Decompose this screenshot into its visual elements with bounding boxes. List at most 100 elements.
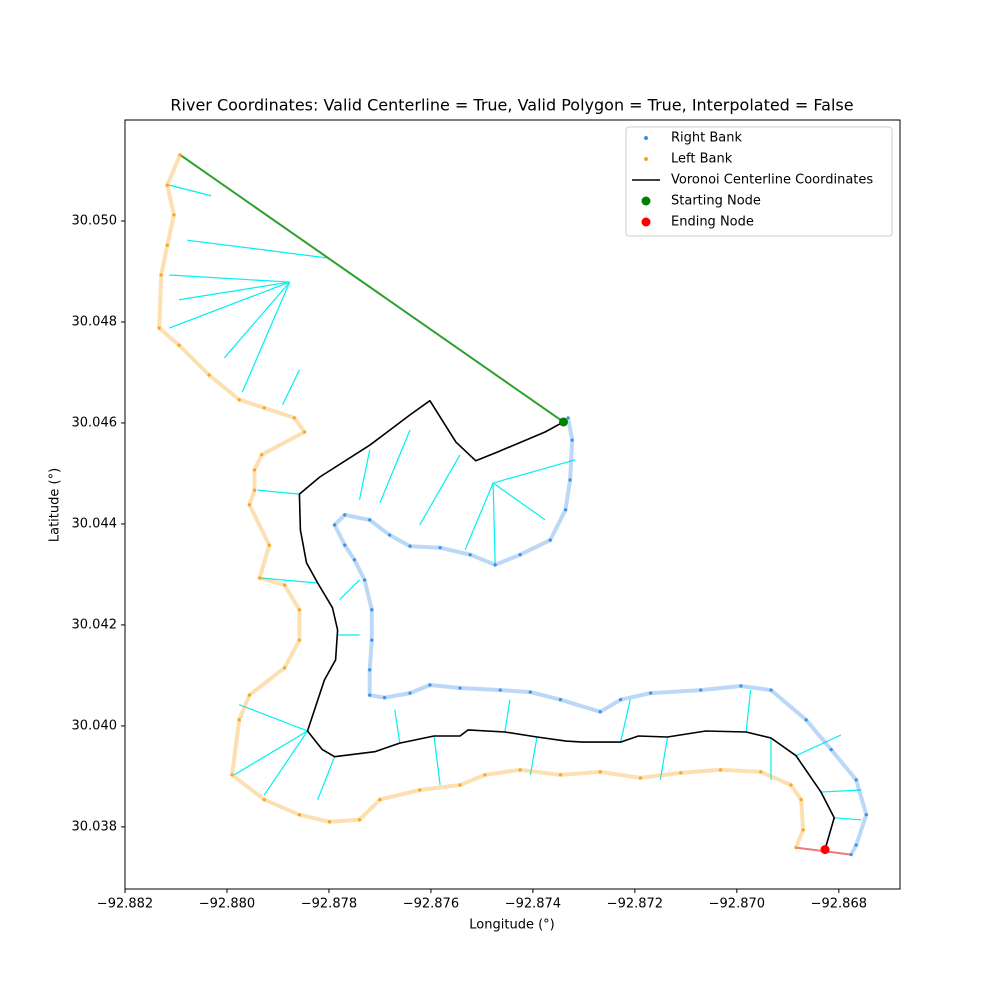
x-tick-label: −92.868: [811, 897, 867, 912]
bank-point: [327, 820, 332, 824]
bank-point: [598, 770, 602, 774]
voronoi-edge: [492, 483, 496, 565]
bank-point: [829, 748, 833, 752]
voronoi-edge: [492, 482, 546, 521]
bank-point: [518, 768, 522, 772]
bank-point: [789, 783, 793, 787]
bank-point: [854, 778, 858, 782]
y-tick-label: 30.044: [72, 516, 118, 531]
bank-point: [699, 688, 703, 692]
voronoi-edge: [834, 817, 862, 821]
bank-point: [804, 718, 808, 722]
bank-point: [282, 666, 287, 670]
voronoi-edge: [492, 459, 576, 484]
bank-point: [368, 668, 372, 672]
bank-point: [558, 773, 563, 777]
bank-point: [801, 828, 805, 832]
bank-point: [382, 696, 387, 700]
bank-point: [458, 783, 462, 787]
voronoi-edge: [433, 735, 441, 786]
bank-point: [849, 853, 853, 857]
legend-marker: [641, 217, 651, 227]
voronoi-edge: [169, 274, 290, 283]
bank-line: [332, 417, 869, 856]
bank-point: [638, 776, 643, 780]
bank-point: [854, 843, 858, 847]
bank-point: [483, 773, 487, 777]
bank-point: [428, 683, 432, 687]
centerline: [298, 399, 835, 850]
node-point: [558, 417, 568, 427]
node-point: [820, 845, 830, 855]
x-tick-label: −92.870: [709, 897, 765, 912]
legend-label: Ending Node: [671, 215, 754, 230]
bank-point: [237, 718, 241, 722]
y-axis-label: Latitude (°): [48, 468, 63, 542]
bank-point: [368, 693, 372, 697]
voronoi-edge: [238, 704, 308, 732]
bank-point: [799, 798, 803, 802]
bank-point: [370, 638, 374, 642]
x-tick-label: −92.882: [97, 897, 153, 912]
legend-marker: [644, 136, 648, 140]
legend: Right Bank Left Bank Voronoi Centerline Co…: [625, 126, 893, 237]
bank-point: [343, 513, 347, 517]
y-tick-label: 30.048: [72, 314, 118, 329]
bank-point: [570, 438, 574, 442]
bank-point: [864, 813, 868, 817]
voronoi-edge: [745, 689, 752, 733]
voronoi-edge: [529, 736, 538, 775]
bank-point: [498, 688, 502, 692]
voronoi-edge: [169, 281, 290, 329]
bank-point: [566, 416, 570, 420]
bank-point: [177, 343, 181, 347]
voronoi-edge: [394, 709, 401, 744]
x-tick-label: −92.872: [607, 897, 663, 912]
voronoi-edge: [233, 730, 308, 776]
y-tick-label: 30.042: [72, 617, 118, 632]
bank-point: [438, 546, 442, 550]
bank-line: [157, 154, 806, 849]
chart-title: River Coordinates: Valid Centerline = Tr…: [170, 96, 853, 115]
bank-point: [260, 453, 264, 457]
bank-point: [598, 710, 602, 714]
bank-point: [247, 693, 252, 697]
bank-point: [388, 533, 392, 537]
voronoi-edge: [263, 730, 309, 796]
top-edge: [179, 154, 565, 423]
bank-point: [718, 768, 723, 772]
bank-point: [418, 788, 422, 792]
bank-point: [282, 583, 287, 587]
bank-point: [370, 608, 374, 612]
bank-point: [267, 543, 271, 547]
bank-point: [302, 430, 307, 434]
voronoi-edge: [659, 736, 669, 781]
voronoi-edge: [339, 579, 360, 601]
legend-marker: [641, 196, 651, 206]
voronoi-edge: [820, 789, 862, 793]
bank-point: [165, 183, 169, 187]
bank-point: [739, 684, 743, 688]
legend-label: Starting Node: [671, 194, 761, 209]
bank-point: [247, 503, 252, 507]
voronoi-edge: [257, 489, 300, 495]
voronoi-edge: [419, 454, 461, 526]
bank-point: [679, 771, 683, 775]
bank-point: [157, 326, 161, 330]
bank-point: [343, 543, 347, 547]
voronoi-edge: [187, 239, 327, 259]
x-axis-label: Longitude (°): [469, 918, 554, 933]
bank-point: [207, 373, 211, 377]
bank-point: [769, 688, 773, 692]
voronoi-edge: [178, 281, 290, 301]
x-tick-label: −92.878: [301, 897, 357, 912]
voronoi-edge: [504, 699, 511, 733]
bank-point: [558, 698, 563, 702]
bank-point: [794, 845, 798, 850]
bank-point: [297, 608, 301, 612]
bank-point: [292, 416, 296, 420]
bank-point: [165, 243, 169, 247]
voronoi-edge: [259, 577, 318, 584]
bank-point: [252, 488, 257, 492]
